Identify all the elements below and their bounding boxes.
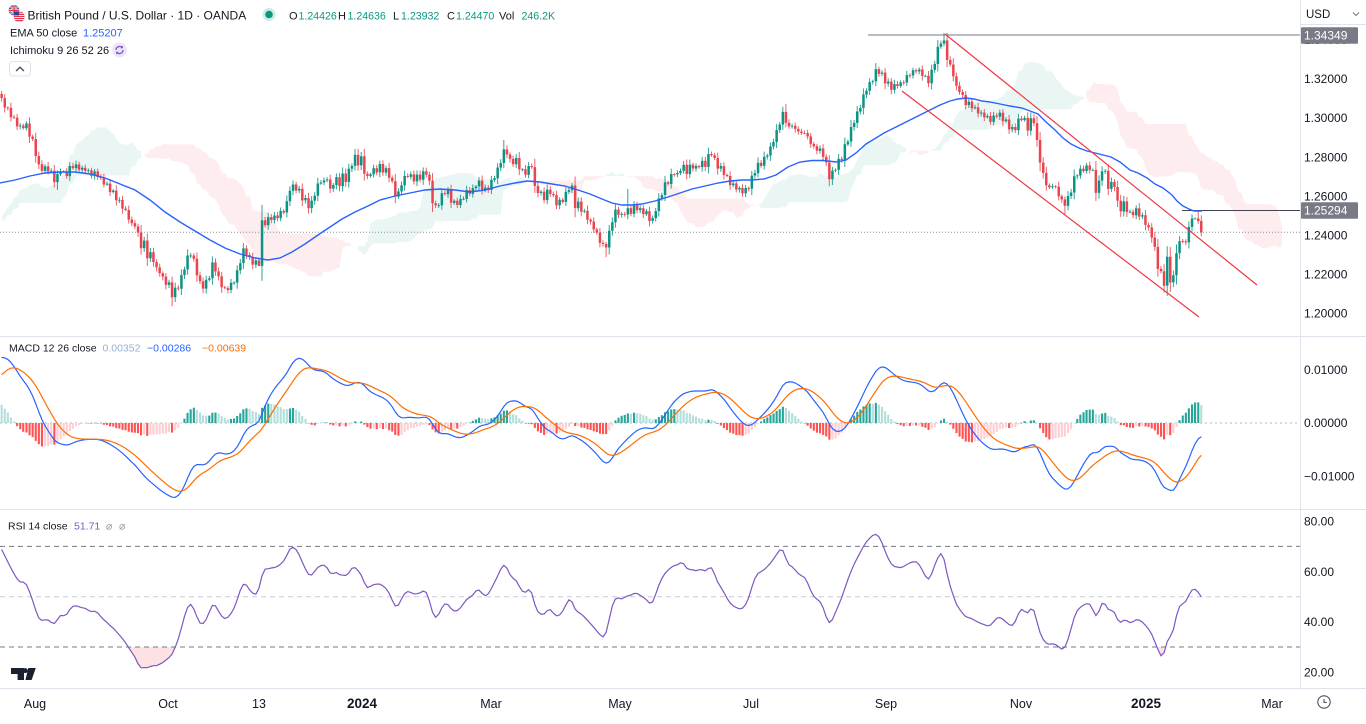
svg-text:RSI 14 close: RSI 14 close bbox=[8, 521, 68, 533]
svg-text:0.01000: 0.01000 bbox=[1304, 363, 1348, 377]
svg-text:−0.00639: −0.00639 bbox=[202, 343, 246, 355]
svg-text:Sep: Sep bbox=[875, 697, 897, 711]
svg-text:Ichimoku 9 26 52 26: Ichimoku 9 26 52 26 bbox=[10, 45, 109, 57]
svg-text:1.28000: 1.28000 bbox=[1304, 150, 1348, 164]
svg-text:2025: 2025 bbox=[1131, 696, 1162, 711]
svg-text:80.00: 80.00 bbox=[1304, 515, 1334, 529]
svg-text:Aug: Aug bbox=[24, 697, 46, 711]
svg-text:13: 13 bbox=[252, 697, 266, 711]
svg-text:MACD 12 26 close: MACD 12 26 close bbox=[9, 343, 97, 355]
svg-text:Mar: Mar bbox=[1261, 697, 1283, 711]
svg-text:Vol: Vol bbox=[499, 11, 514, 23]
svg-text:O: O bbox=[289, 11, 298, 23]
svg-text:1.26000: 1.26000 bbox=[1304, 189, 1348, 203]
svg-text:246.2K: 246.2K bbox=[522, 11, 556, 23]
svg-text:1.24636: 1.24636 bbox=[348, 11, 386, 23]
svg-text:1.32000: 1.32000 bbox=[1304, 72, 1348, 86]
svg-text:2024: 2024 bbox=[347, 696, 378, 711]
svg-text:L: L bbox=[393, 11, 399, 23]
svg-text:60.00: 60.00 bbox=[1304, 565, 1334, 579]
svg-text:C: C bbox=[447, 11, 455, 23]
svg-text:1.24426: 1.24426 bbox=[299, 11, 337, 23]
svg-text:USD: USD bbox=[1306, 9, 1330, 21]
svg-text:1.34349: 1.34349 bbox=[1304, 29, 1348, 43]
svg-text:Jul: Jul bbox=[743, 697, 759, 711]
svg-text:⌀: ⌀ bbox=[119, 521, 126, 533]
svg-text:May: May bbox=[608, 697, 632, 711]
svg-text:−0.01000: −0.01000 bbox=[1304, 470, 1355, 484]
svg-text:1.22000: 1.22000 bbox=[1304, 268, 1348, 282]
svg-text:0.00000: 0.00000 bbox=[1304, 416, 1348, 430]
svg-text:Nov: Nov bbox=[1010, 697, 1033, 711]
svg-text:Mar: Mar bbox=[480, 697, 502, 711]
svg-text:20.00: 20.00 bbox=[1304, 665, 1334, 679]
svg-text:1.23932: 1.23932 bbox=[401, 11, 439, 23]
svg-text:1.25207: 1.25207 bbox=[83, 28, 123, 40]
svg-text:H: H bbox=[338, 11, 346, 23]
svg-text:51.71: 51.71 bbox=[74, 521, 100, 533]
svg-text:Oct: Oct bbox=[158, 697, 178, 711]
svg-text:1.24470: 1.24470 bbox=[456, 11, 494, 23]
svg-text:EMA 50 close: EMA 50 close bbox=[10, 28, 77, 40]
svg-text:−0.00286: −0.00286 bbox=[147, 343, 191, 355]
svg-text:0.00352: 0.00352 bbox=[103, 343, 141, 355]
svg-text:40.00: 40.00 bbox=[1304, 615, 1334, 629]
svg-text:1.24000: 1.24000 bbox=[1304, 229, 1348, 243]
svg-text:⌀: ⌀ bbox=[106, 521, 113, 533]
svg-text:1.30000: 1.30000 bbox=[1304, 111, 1348, 125]
svg-text:1.25294: 1.25294 bbox=[1304, 204, 1348, 218]
svg-text:British Pound / U.S. Dollar ·: British Pound / U.S. Dollar · 1D · OANDA bbox=[28, 9, 247, 23]
svg-text:1.20000: 1.20000 bbox=[1304, 307, 1348, 321]
